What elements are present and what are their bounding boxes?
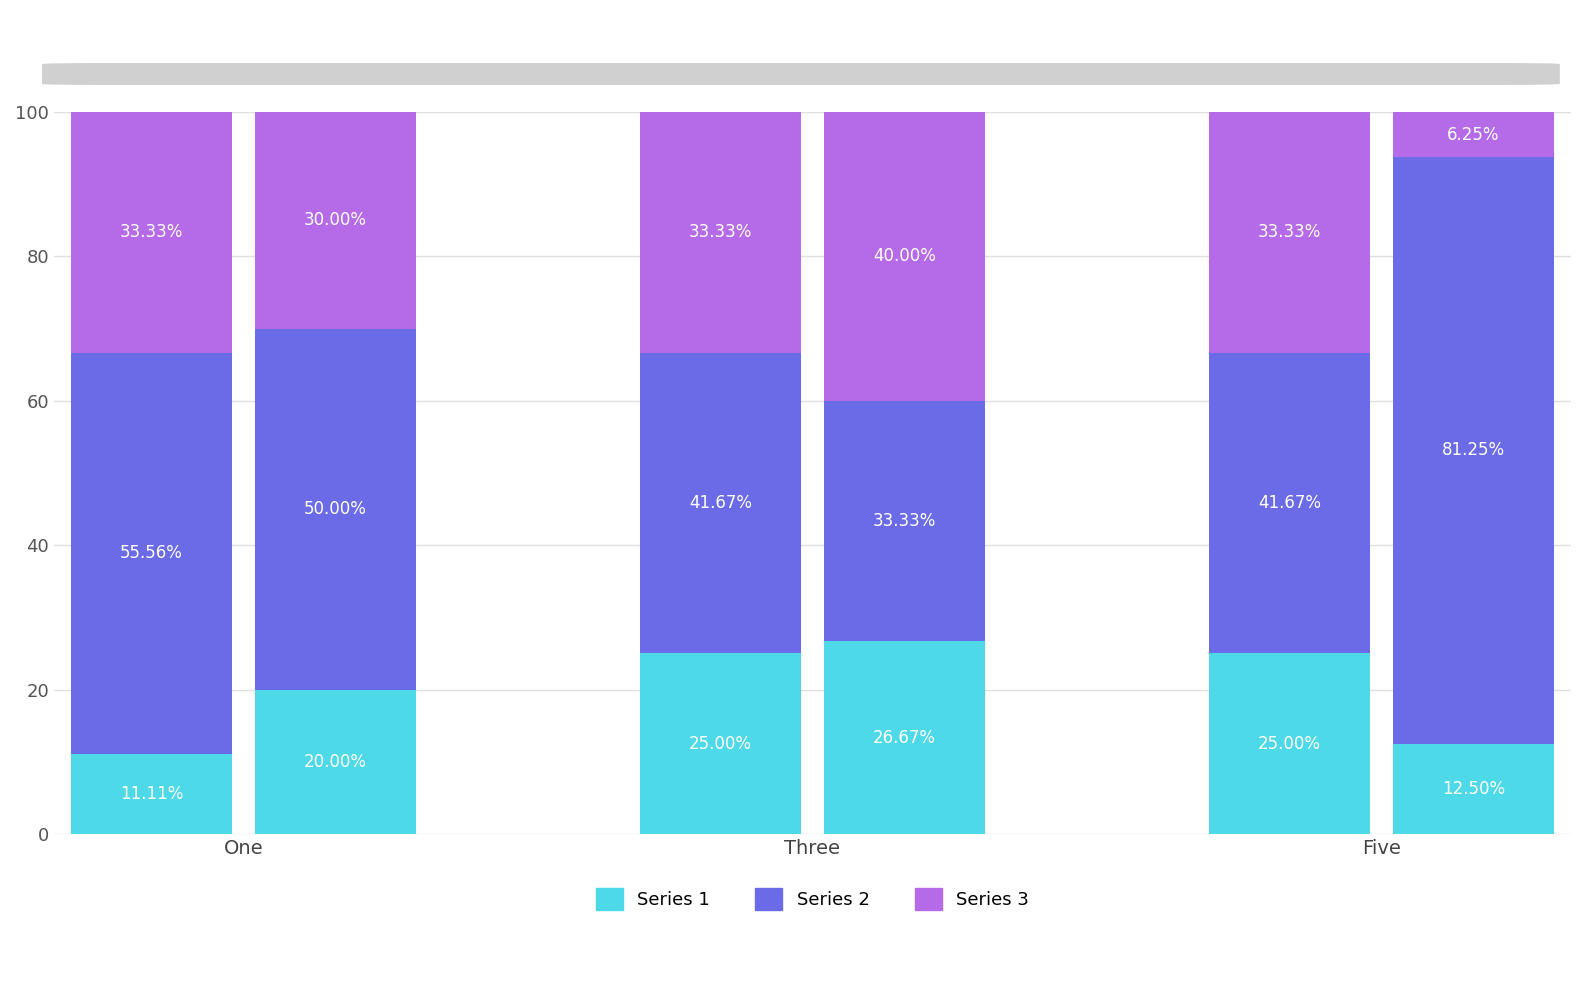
- Text: 41.67%: 41.67%: [1258, 494, 1321, 512]
- Text: 33.33%: 33.33%: [119, 223, 182, 241]
- Bar: [71, 353, 232, 754]
- Bar: [1393, 112, 1554, 157]
- Text: 6.25%: 6.25%: [1446, 126, 1500, 144]
- Bar: [823, 401, 985, 641]
- Text: 25.00%: 25.00%: [1258, 735, 1321, 753]
- Bar: [71, 112, 232, 353]
- Bar: [639, 112, 801, 353]
- Bar: [255, 690, 416, 834]
- Text: 55.56%: 55.56%: [121, 544, 182, 562]
- Bar: [639, 653, 801, 834]
- Bar: [1209, 653, 1370, 834]
- Legend: Series 1, Series 2, Series 3: Series 1, Series 2, Series 3: [587, 879, 1039, 919]
- Bar: [71, 754, 232, 834]
- Text: 33.33%: 33.33%: [688, 223, 752, 241]
- Text: 41.67%: 41.67%: [688, 494, 752, 512]
- Text: 25.00%: 25.00%: [688, 735, 752, 753]
- Text: 50.00%: 50.00%: [305, 500, 366, 518]
- Bar: [255, 329, 416, 690]
- Bar: [255, 112, 416, 329]
- Bar: [639, 353, 801, 653]
- Text: 40.00%: 40.00%: [872, 247, 936, 265]
- Bar: [1209, 112, 1370, 353]
- Bar: [1393, 157, 1554, 744]
- Text: 33.33%: 33.33%: [1258, 223, 1321, 241]
- Bar: [823, 112, 985, 401]
- Bar: [1393, 744, 1554, 834]
- Text: 26.67%: 26.67%: [872, 729, 936, 747]
- Text: 30.00%: 30.00%: [305, 211, 366, 229]
- FancyBboxPatch shape: [43, 63, 1559, 85]
- Text: 11.11%: 11.11%: [119, 785, 182, 803]
- Text: 12.50%: 12.50%: [1442, 780, 1505, 798]
- Text: 20.00%: 20.00%: [305, 753, 366, 771]
- Bar: [1209, 353, 1370, 653]
- Text: 33.33%: 33.33%: [872, 512, 936, 530]
- Text: 81.25%: 81.25%: [1442, 441, 1505, 459]
- Bar: [823, 641, 985, 834]
